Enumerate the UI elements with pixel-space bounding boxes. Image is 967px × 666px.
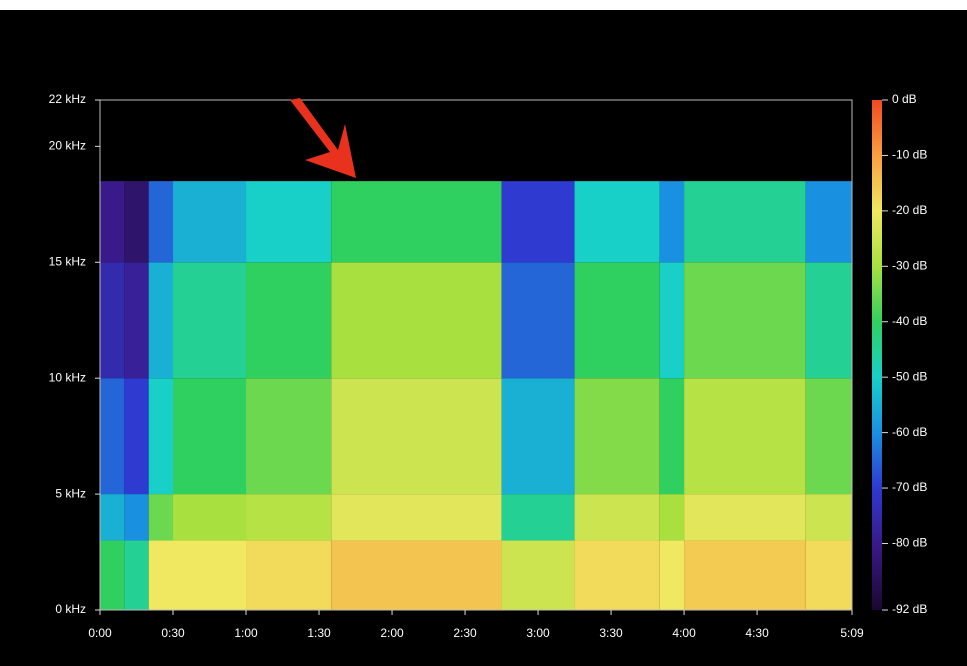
spectrogram-cell (575, 540, 660, 610)
spectrogram-cell (149, 262, 173, 378)
spectrogram-cell (124, 262, 148, 378)
x-tick-label: 2:00 (380, 626, 404, 640)
spectrogram-cell (246, 181, 331, 262)
spectrogram-cell (173, 262, 246, 378)
spectrogram-cell (502, 378, 575, 494)
colorbar-tick-label: 0 dB (892, 92, 917, 106)
x-tick-label: 0:00 (88, 626, 112, 640)
x-tick-label: 0:30 (161, 626, 185, 640)
spectrogram-cell (660, 378, 684, 494)
x-tick-label: 3:00 (526, 626, 550, 640)
spectrogram-cell (173, 378, 246, 494)
spectrogram-cell (149, 540, 173, 610)
spectrogram-cell (575, 181, 660, 262)
spectrogram-cell (502, 494, 575, 540)
colorbar-tick-label: -50 dB (892, 369, 927, 383)
spectrogram-cell (575, 494, 660, 540)
spectrogram-cell (173, 540, 246, 610)
spectrogram-cell (660, 181, 684, 262)
spectrogram-cell (684, 494, 806, 540)
chart: 0:00 0:30 1:00 1:30 2:00 2:30 3:00 3:30 4:00 4:30… (0, 0, 967, 666)
spectrogram-cell (331, 540, 501, 610)
y-tick-label: 0 kHz (55, 602, 86, 616)
y-tick-label: 10 kHz (49, 370, 86, 384)
colorbar-tick-label: -92 dB (892, 602, 927, 616)
spectrogram-cell (124, 181, 148, 262)
spectrogram-cell (502, 540, 575, 610)
spectrogram-cell (806, 494, 852, 540)
spectrogram-cell (246, 540, 331, 610)
colorbar-tick-label: -70 dB (892, 480, 927, 494)
spectrogram-cell (684, 540, 806, 610)
spectrogram-cell (806, 262, 852, 378)
spectrogram-cell (246, 262, 331, 378)
y-tick-label: 5 kHz (55, 486, 86, 500)
x-tick-label: 4:30 (745, 626, 769, 640)
spectrogram-cell (100, 540, 124, 610)
x-tick-label: 2:30 (453, 626, 477, 640)
x-tick-label: 3:30 (599, 626, 623, 640)
colorbar (872, 100, 882, 610)
spectrogram-cell (149, 181, 173, 262)
spectrogram-cell (246, 378, 331, 494)
spectrogram-cell (173, 494, 246, 540)
colorbar-tick-label: -30 dB (892, 258, 927, 272)
spectrogram-cell (331, 262, 501, 378)
spectrogram-cell (575, 262, 660, 378)
spectrogram-cell (149, 494, 173, 540)
spectrogram-cell (100, 181, 124, 262)
spectrogram-cell (660, 494, 684, 540)
x-tick-label: 4:00 (672, 626, 696, 640)
y-tick-label: 20 kHz (49, 139, 86, 153)
spectrogram-cell (331, 181, 501, 262)
spectrogram-cell (100, 378, 124, 494)
top-border (0, 0, 967, 10)
colorbar-tick-label: -60 dB (892, 425, 927, 439)
spectrogram-cell (660, 262, 684, 378)
spectrogram-cell (173, 181, 246, 262)
x-tick-label: 5:09 (840, 626, 864, 640)
colorbar-tick-label: -10 dB (892, 148, 927, 162)
x-tick-label: 1:00 (234, 626, 258, 640)
spectrogram-cell (246, 494, 331, 540)
spectrogram-cell (684, 262, 806, 378)
colorbar-tick-label: -40 dB (892, 314, 927, 328)
spectrogram-cell (100, 262, 124, 378)
spectrogram-cell (806, 181, 852, 262)
spectrogram-cell (684, 181, 806, 262)
spectrogram-cell (660, 540, 684, 610)
spectrogram-cell (806, 378, 852, 494)
x-tick-label: 1:30 (307, 626, 331, 640)
spectrogram-cell (502, 181, 575, 262)
spectrogram-cell (100, 494, 124, 540)
spectrogram-cell (124, 494, 148, 540)
spectrogram-cell (124, 378, 148, 494)
spectrogram-cell (124, 540, 148, 610)
y-tick-label: 22 kHz (49, 92, 86, 106)
colorbar-tick-label: -20 dB (892, 203, 927, 217)
colorbar-tick-label: -80 dB (892, 536, 927, 550)
y-tick-label: 15 kHz (49, 254, 86, 268)
spectrogram-cell (149, 378, 173, 494)
spectrogram-cell (575, 378, 660, 494)
spectrogram-cell (331, 494, 501, 540)
spectrogram-cell (502, 262, 575, 378)
spectrogram-cell (331, 378, 501, 494)
spectrogram-cell (684, 378, 806, 494)
spectrogram-cell (806, 540, 852, 610)
spectrogram (100, 181, 852, 610)
